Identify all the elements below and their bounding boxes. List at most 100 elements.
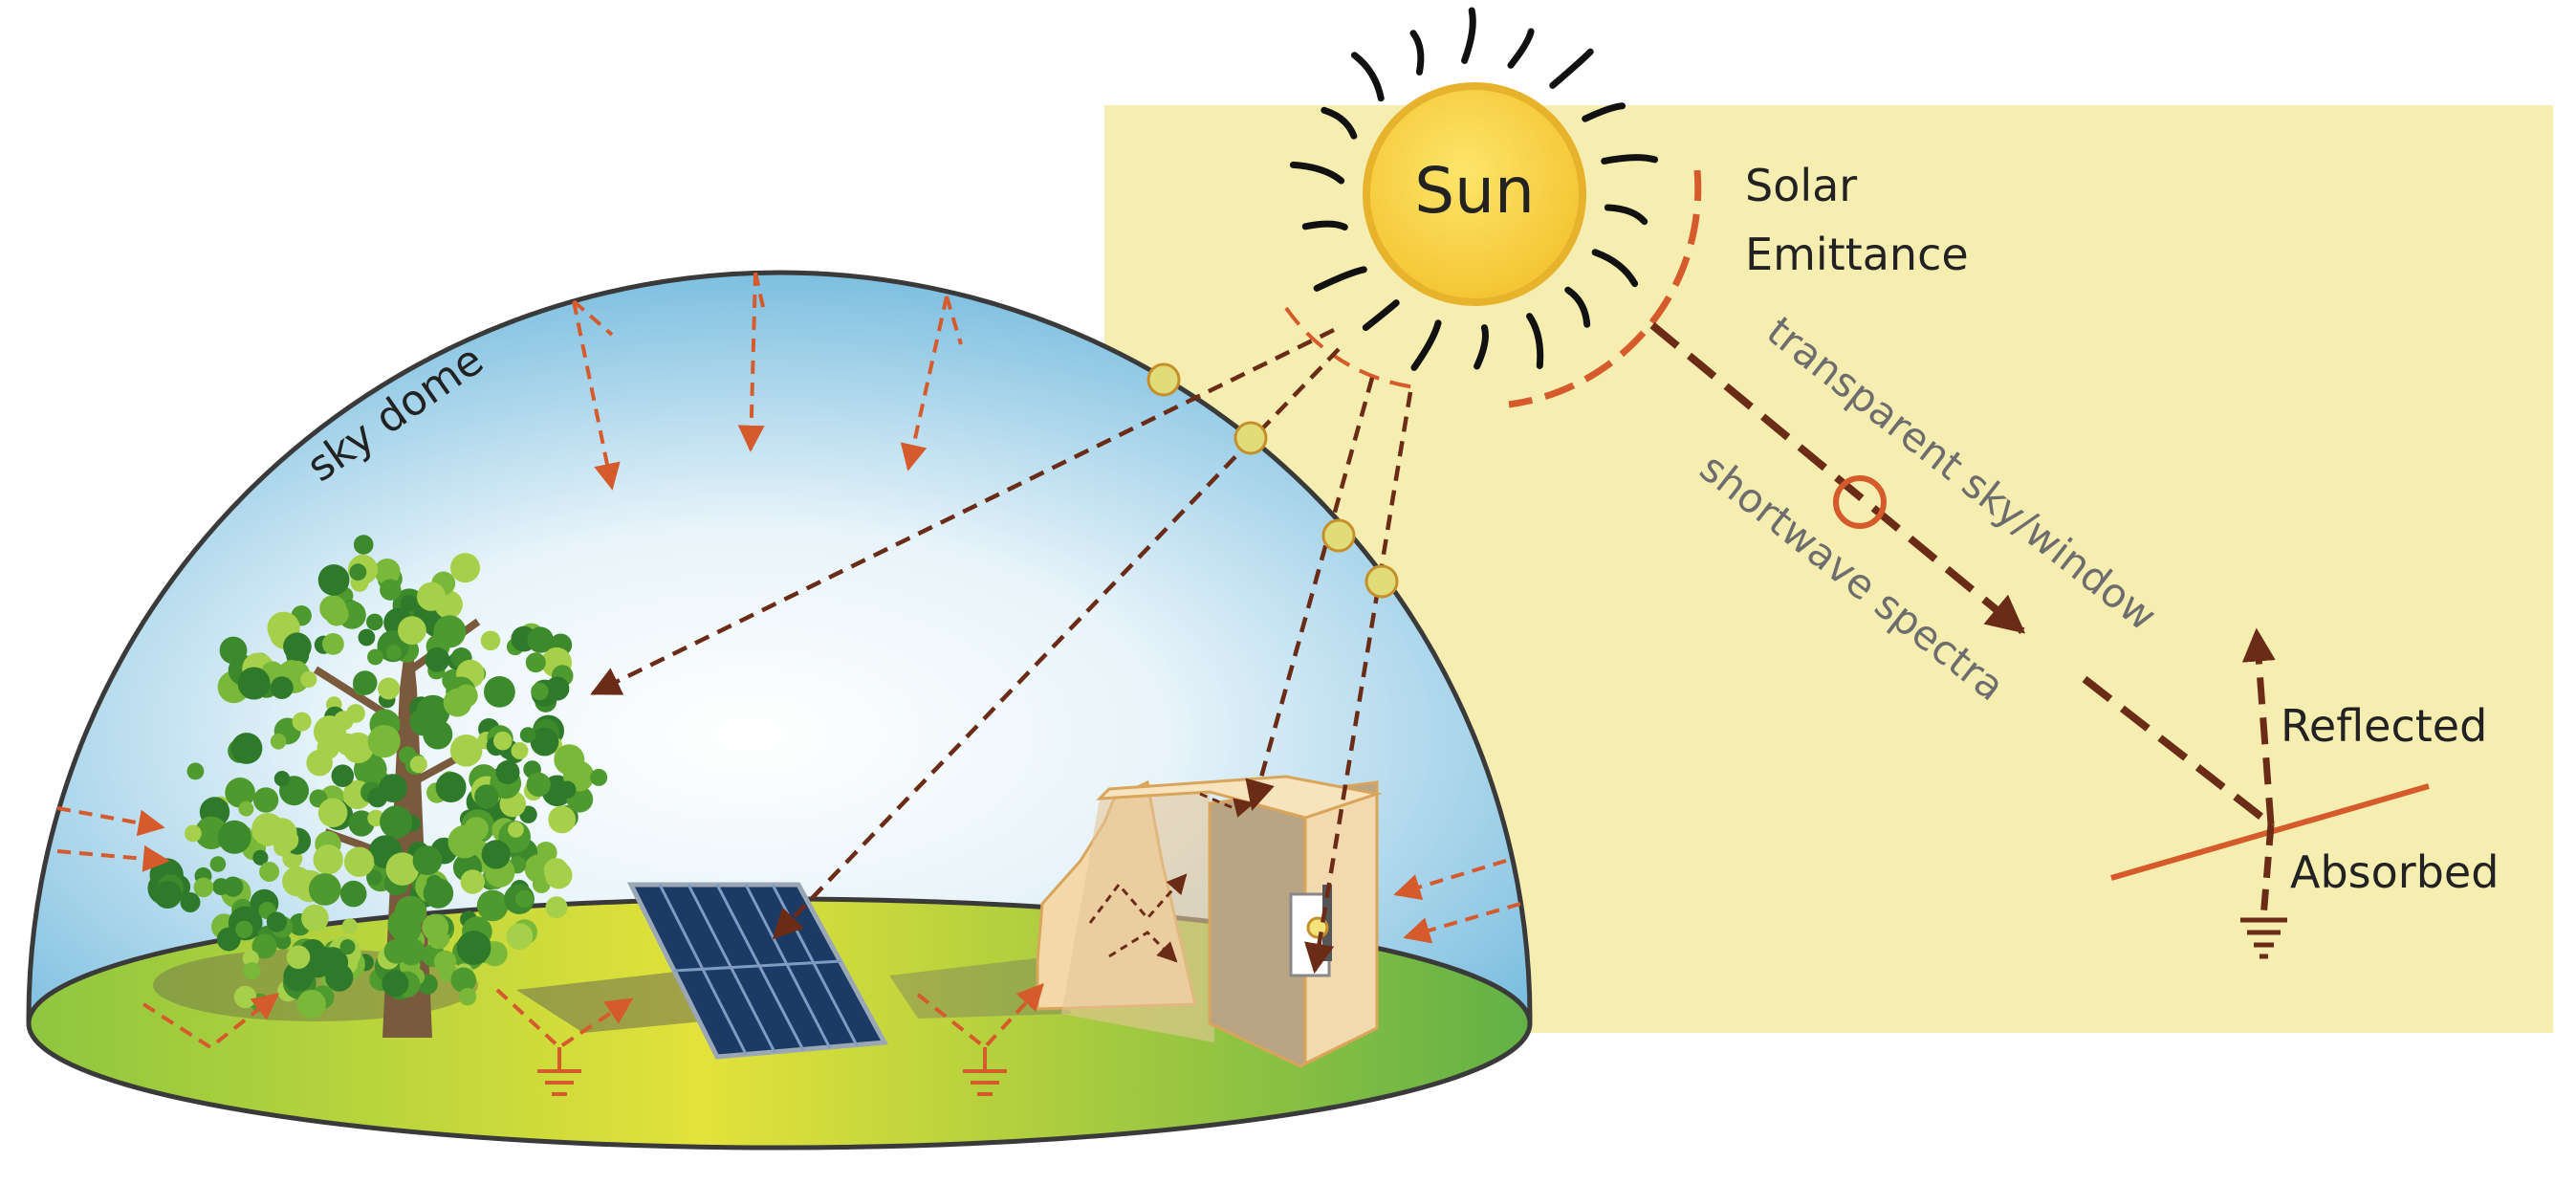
- tree-leaf: [474, 784, 499, 809]
- tree-leaf: [454, 684, 478, 708]
- sun-ray: [1604, 204, 1648, 226]
- tree-leaf: [223, 876, 244, 897]
- sun-ray: [1362, 299, 1400, 332]
- tree-leaf: [448, 824, 482, 859]
- tree-leaf: [186, 762, 205, 780]
- ground-symbol-icon: [537, 1047, 1007, 1096]
- tree-leaf: [230, 733, 263, 764]
- tree-leaf: [374, 559, 401, 585]
- tree-leaf: [270, 734, 287, 750]
- tree-leaf: [339, 939, 356, 955]
- tree-leaf: [259, 862, 280, 882]
- tree-leaf: [317, 798, 348, 828]
- sun-ray: [1474, 324, 1489, 370]
- tree-leaf: [450, 553, 480, 583]
- tree-leaf: [382, 970, 409, 998]
- sun-ray: [1601, 154, 1659, 164]
- tree-leaf: [286, 945, 311, 970]
- tree-leaf: [531, 682, 549, 701]
- tree-leaf: [252, 787, 279, 813]
- tree-leaf: [417, 581, 447, 611]
- sun-ray: [1591, 249, 1639, 288]
- tree-leaf: [367, 648, 383, 666]
- tree-leaf: [266, 911, 287, 932]
- tree-leaf: [433, 615, 467, 648]
- sun-ray: [1507, 28, 1535, 69]
- tree-leaf: [252, 849, 269, 866]
- tree-leaf: [378, 677, 400, 700]
- sun-ray: [1564, 286, 1591, 328]
- tree-leaf: [339, 880, 367, 908]
- tree-leaf: [301, 945, 335, 978]
- tree-leaf: [251, 933, 277, 959]
- sun-ray: [1410, 319, 1442, 371]
- sun-ray: [1289, 161, 1345, 185]
- tree-leaf: [242, 950, 259, 967]
- tree-leaf: [301, 904, 329, 932]
- solar-panel-icon: [626, 882, 889, 1060]
- tree-leaf: [515, 889, 534, 909]
- solar-emittance-label-1: Solar: [1745, 160, 1857, 211]
- solar-emittance-arc: [1508, 169, 1702, 408]
- tree-leaf: [235, 920, 253, 938]
- tree-leaf: [423, 878, 454, 909]
- absorbed-arrow: [2259, 823, 2275, 919]
- sun-ray: [1321, 106, 1358, 140]
- sun-ray: [1409, 30, 1425, 76]
- tree-leaf: [530, 727, 559, 756]
- tree-leaf: [325, 963, 354, 992]
- tree-leaf: [209, 856, 227, 872]
- sun-ray: [1301, 220, 1348, 231]
- tree-leaf: [346, 704, 365, 723]
- tree-leaf: [270, 676, 294, 699]
- tree-leaf: [366, 869, 382, 886]
- tree-leaf: [458, 988, 477, 1006]
- tree-leaf: [398, 616, 426, 646]
- tree-leaf: [412, 845, 443, 875]
- tree-leaf: [397, 937, 426, 966]
- tree-leaf: [435, 772, 467, 803]
- tree-leaf: [493, 731, 513, 751]
- tree-leaf: [379, 774, 407, 802]
- tree-leaf: [450, 967, 476, 993]
- tree-leaf: [367, 725, 401, 758]
- tree-leaf: [243, 962, 261, 980]
- tree-leaf: [180, 892, 201, 912]
- tree-leaf: [380, 579, 402, 601]
- beam-crossing-markers: [1146, 362, 1399, 599]
- tree-leaf: [385, 852, 420, 886]
- tree-leaf: [225, 778, 255, 808]
- tree-leaf: [353, 535, 374, 555]
- tree-leaf: [519, 727, 536, 743]
- tree-leaf: [317, 564, 350, 596]
- tree-leaf: [460, 869, 485, 894]
- diffuse-sky-arrows: [56, 272, 1521, 1050]
- sun-ray: [1350, 52, 1385, 102]
- tree-leaf: [506, 923, 534, 950]
- tree-leaf: [366, 613, 383, 631]
- sun-ray: [1549, 48, 1594, 89]
- tree-leaf: [456, 931, 491, 965]
- tree-leaf: [380, 805, 413, 839]
- sun-ray: [1461, 7, 1476, 64]
- tree-leaf: [548, 805, 577, 834]
- tree-leaf: [495, 760, 520, 784]
- sun-label: Sun: [1414, 154, 1535, 228]
- tree-leaf: [193, 877, 214, 898]
- sun-ray: [1526, 313, 1544, 369]
- absorbed-ground-icon: [2240, 917, 2287, 959]
- tree-leaf: [349, 563, 367, 581]
- tree-leaf: [525, 652, 546, 673]
- tree-leaf: [508, 822, 524, 838]
- tree-leaf: [484, 676, 515, 708]
- tree-leaf: [314, 715, 347, 749]
- tree-leaf: [313, 844, 343, 875]
- tree-leaf: [296, 989, 326, 1020]
- sun-ray: [1582, 102, 1626, 122]
- tree-leaf: [283, 632, 312, 661]
- tree-leaf: [385, 645, 402, 661]
- tree-leaf: [476, 889, 509, 922]
- sun-ray: [1313, 266, 1367, 292]
- tree-leaf: [292, 712, 312, 732]
